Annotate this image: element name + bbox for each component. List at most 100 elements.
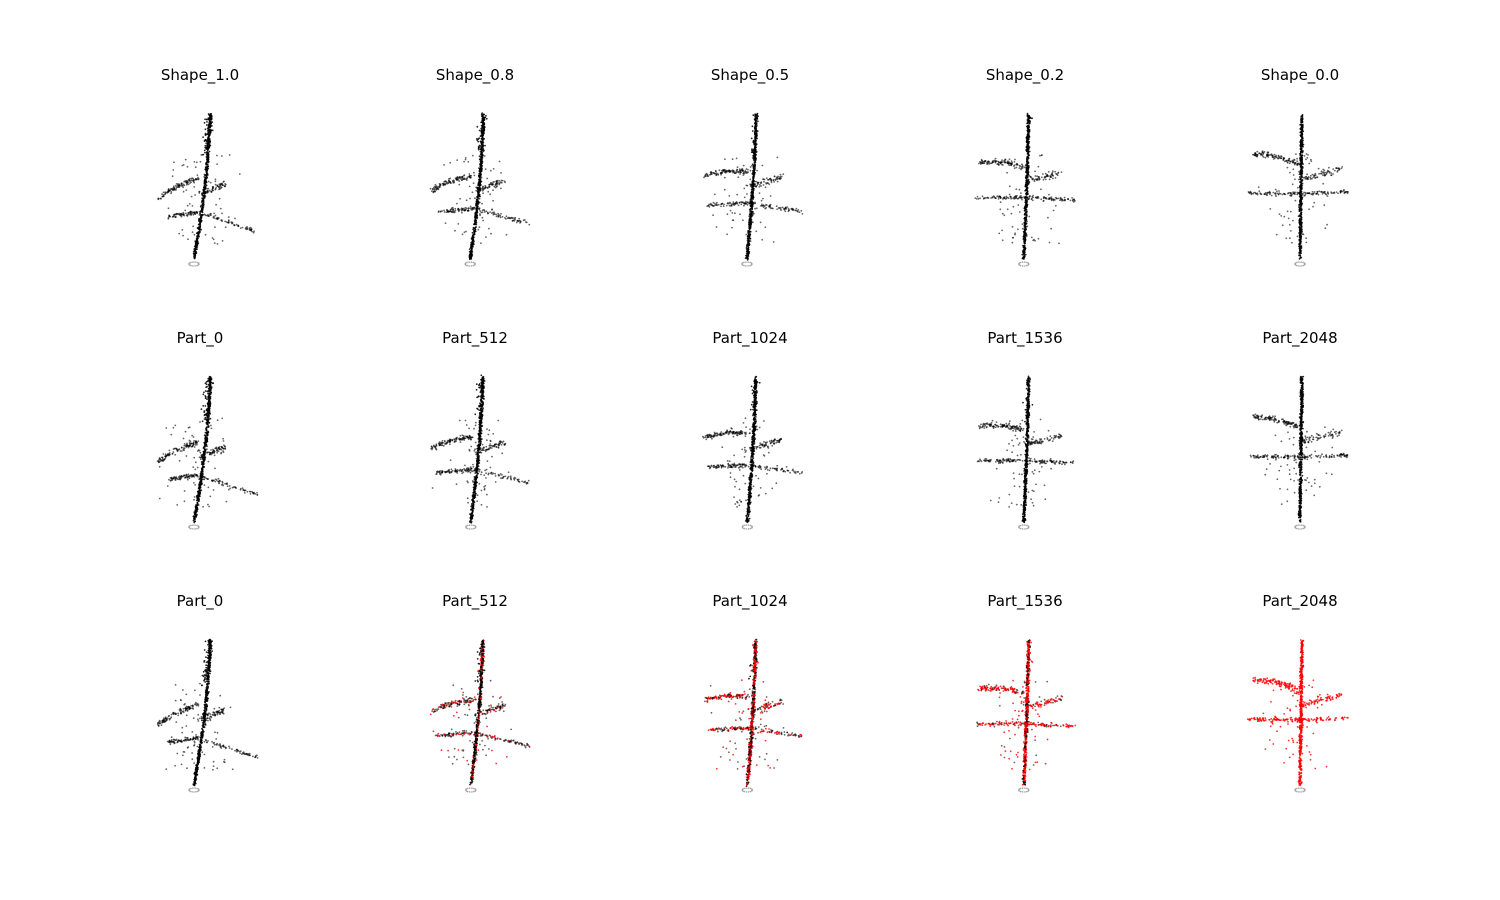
point	[753, 212, 755, 215]
point	[1004, 161, 1007, 164]
point	[1322, 171, 1325, 174]
point	[728, 201, 731, 204]
point	[1301, 178, 1304, 181]
point	[1021, 261, 1024, 263]
point	[174, 213, 176, 216]
point	[753, 184, 756, 186]
point	[1023, 258, 1025, 260]
point	[978, 162, 980, 165]
point	[1298, 205, 1300, 207]
point	[1300, 186, 1303, 189]
point	[759, 221, 762, 224]
point	[1264, 191, 1267, 194]
point	[481, 165, 484, 167]
point	[723, 176, 726, 179]
point	[1300, 174, 1303, 176]
point	[193, 161, 196, 163]
point	[794, 209, 796, 212]
point	[1028, 117, 1031, 120]
point	[795, 207, 798, 210]
point	[1299, 196, 1301, 198]
point	[1256, 150, 1259, 153]
point	[1275, 233, 1278, 236]
point	[223, 185, 226, 187]
point	[983, 162, 985, 165]
point	[1314, 176, 1316, 179]
point	[749, 217, 751, 220]
point	[1013, 167, 1016, 170]
point	[752, 171, 755, 174]
point	[1264, 156, 1267, 159]
point	[1037, 237, 1040, 240]
point	[1032, 239, 1034, 242]
point	[754, 129, 757, 132]
point	[737, 204, 740, 207]
point	[1026, 220, 1028, 223]
point	[1012, 205, 1015, 208]
point	[752, 184, 755, 187]
point	[475, 220, 477, 223]
point	[479, 214, 481, 217]
point	[1256, 154, 1259, 157]
point	[213, 242, 216, 245]
point	[1255, 153, 1257, 156]
point	[745, 265, 747, 267]
point	[234, 217, 236, 220]
point	[753, 160, 756, 162]
point	[726, 169, 728, 172]
point	[772, 207, 774, 210]
point	[202, 190, 205, 193]
point	[1024, 241, 1026, 243]
point	[213, 212, 216, 215]
point	[472, 261, 475, 264]
point	[1297, 215, 1300, 217]
point	[473, 232, 476, 234]
point	[245, 228, 248, 231]
point	[747, 241, 750, 244]
point	[252, 231, 255, 234]
point	[731, 212, 734, 214]
point	[1048, 178, 1051, 181]
point	[1298, 192, 1301, 194]
point	[739, 171, 742, 174]
point	[1326, 191, 1329, 193]
point	[193, 257, 196, 260]
point	[239, 227, 242, 230]
point	[432, 191, 435, 194]
point	[1024, 236, 1027, 238]
point	[1318, 190, 1321, 193]
point	[717, 174, 720, 176]
point	[997, 160, 1000, 163]
point	[1057, 197, 1060, 200]
point	[1018, 167, 1021, 169]
point	[204, 144, 207, 147]
point	[1024, 253, 1027, 256]
point	[182, 190, 185, 193]
point	[479, 148, 482, 151]
point	[476, 137, 478, 140]
point	[208, 123, 211, 125]
point	[720, 205, 722, 208]
point	[192, 265, 194, 267]
point	[1027, 264, 1030, 266]
point	[231, 222, 234, 225]
point	[744, 169, 747, 172]
point	[1300, 146, 1303, 149]
point	[754, 167, 757, 169]
point-cloud-plot	[703, 112, 804, 267]
point	[470, 245, 472, 248]
point	[1317, 167, 1320, 170]
point	[743, 204, 745, 207]
point	[453, 181, 456, 184]
point	[193, 249, 196, 252]
point	[1326, 195, 1329, 197]
point	[746, 256, 749, 259]
point	[209, 114, 212, 117]
point	[214, 214, 217, 217]
point	[160, 197, 162, 200]
point	[1310, 193, 1313, 196]
point	[1057, 172, 1059, 174]
point	[210, 129, 213, 132]
point	[1301, 144, 1304, 146]
point	[708, 174, 711, 176]
